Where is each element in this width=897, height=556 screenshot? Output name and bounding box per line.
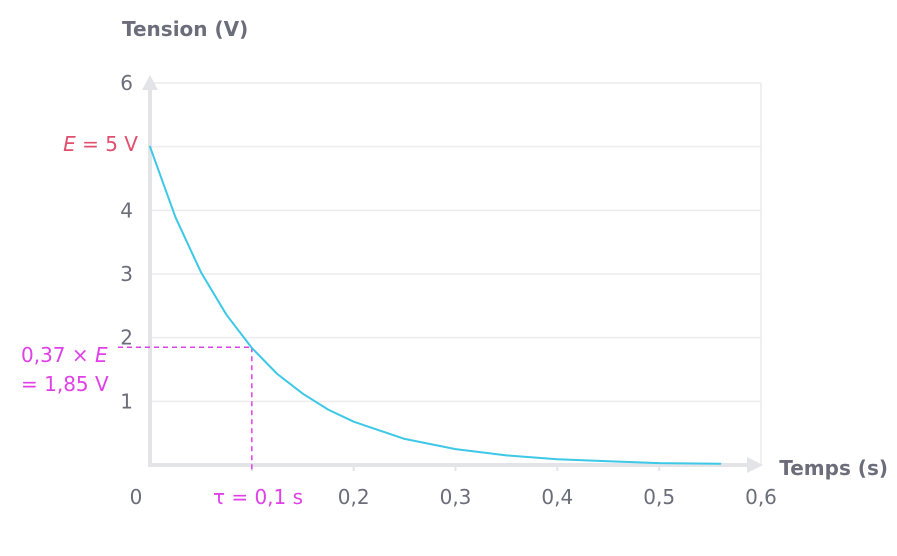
point-label-prefix: 0,37 × (21, 343, 95, 367)
point-label-line2: = 1,85 V (21, 372, 109, 396)
grid-lines (150, 82, 762, 465)
y-axis-title: Tension (V) (122, 17, 248, 41)
e-value-label: E = 5 V (63, 132, 138, 156)
x-tick-label: 0,5 (643, 485, 675, 509)
x-tick-label: 0,2 (338, 485, 370, 509)
y-tick-label: 6 (120, 71, 133, 95)
y-axis-arrow-icon (142, 75, 158, 90)
e-symbol: E (63, 132, 76, 156)
curve-group (149, 145, 722, 465)
x-tick-label: 0 (130, 485, 143, 509)
tick-labels: 1 2 3 4 6 0 0,2 0,3 0,4 0,5 0,6 (120, 71, 777, 509)
x-tick-label: 0,6 (745, 485, 777, 509)
x-tick-label: 0,4 (541, 485, 573, 509)
e-value-text: = 5 V (76, 132, 139, 156)
series-line (149, 145, 722, 465)
tau-label: τ = 0,1 s (213, 485, 303, 509)
x-axis-arrow-icon (747, 457, 763, 473)
point-label-e-symbol: E (95, 343, 108, 367)
x-tick-label: 0,3 (440, 485, 472, 509)
x-axis-title: Temps (s) (779, 456, 888, 480)
point-label-line1: 0,37 × E (21, 343, 108, 367)
y-tick-label: 2 (120, 326, 133, 350)
tau-guide-lines (118, 346, 253, 473)
y-tick-label: 3 (120, 262, 133, 286)
y-tick-label: 4 (120, 198, 133, 222)
y-tick-label: 1 (120, 389, 133, 413)
